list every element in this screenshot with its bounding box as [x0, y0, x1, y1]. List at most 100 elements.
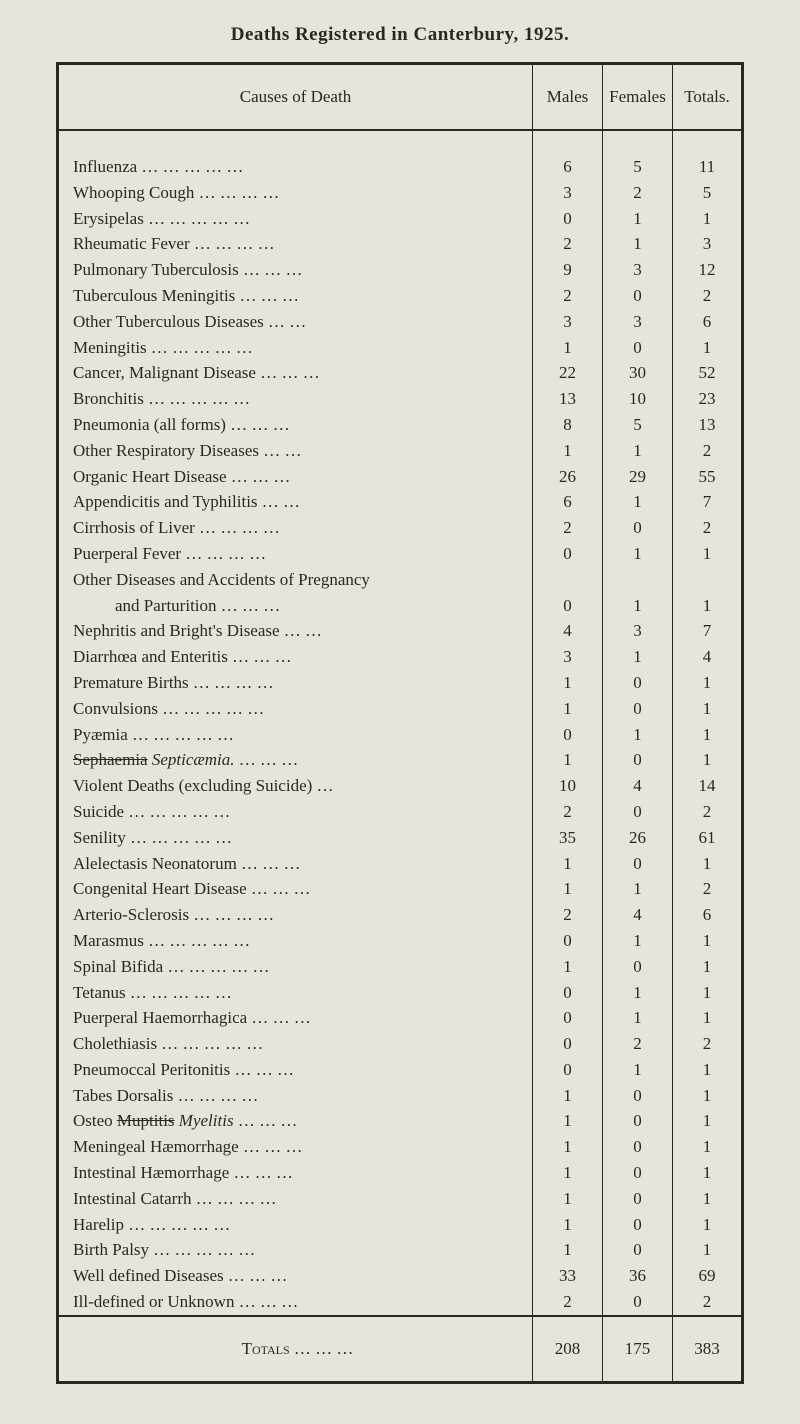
cause-cell: Birth Palsy … … … … … [58, 1237, 533, 1263]
totals-cell: 2 [673, 283, 743, 309]
table-row: Pneumoccal Peritonitis … … …011 [58, 1057, 743, 1083]
males-cell: 0 [533, 206, 603, 232]
males-cell [533, 567, 603, 593]
cause-cell: Influenza … … … … … [58, 154, 533, 180]
males-cell: 26 [533, 464, 603, 490]
females-cell: 1 [603, 1005, 673, 1031]
females-cell: 3 [603, 309, 673, 335]
table-row: Other Respiratory Diseases … …112 [58, 438, 743, 464]
table-row: Nephritis and Bright's Disease … …437 [58, 618, 743, 644]
males-cell: 1 [533, 696, 603, 722]
cause-cell: and Parturition … … … [58, 593, 533, 619]
females-cell: 1 [603, 231, 673, 257]
totals-cell: 1 [673, 335, 743, 361]
table-row: Tetanus … … … … …011 [58, 980, 743, 1006]
totals-cell: 12 [673, 257, 743, 283]
females-cell: 30 [603, 360, 673, 386]
cause-cell: Pulmonary Tuberculosis … … … [58, 257, 533, 283]
cause-cell: Marasmus … … … … … [58, 928, 533, 954]
totals-cell: 1 [673, 1237, 743, 1263]
cause-cell: Intestinal Catarrh … … … … [58, 1186, 533, 1212]
males-cell: 1 [533, 851, 603, 877]
cause-cell: Diarrhœa and Enteritis … … … [58, 644, 533, 670]
table-row: Meningeal Hæmorrhage … … …101 [58, 1134, 743, 1160]
females-cell: 0 [603, 1083, 673, 1109]
table-row: Meningitis … … … … …101 [58, 335, 743, 361]
totals-cell: 1 [673, 1186, 743, 1212]
cause-cell: Premature Births … … … … [58, 670, 533, 696]
table-row: Intestinal Catarrh … … … …101 [58, 1186, 743, 1212]
males-cell: 10 [533, 773, 603, 799]
males-cell: 3 [533, 644, 603, 670]
table-row: Osteo Muptitis Myelitis … … …101 [58, 1108, 743, 1134]
females-cell: 0 [603, 1237, 673, 1263]
totals-cell: 11 [673, 154, 743, 180]
totals-cell: 1 [673, 1083, 743, 1109]
table-row: Whooping Cough … … … …325 [58, 180, 743, 206]
males-cell: 1 [533, 876, 603, 902]
col-causes: Causes of Death [58, 64, 533, 131]
totals-females: 175 [603, 1316, 673, 1382]
cause-cell: Appendicitis and Typhilitis … … [58, 489, 533, 515]
cause-cell: Organic Heart Disease … … … [58, 464, 533, 490]
table-row: Influenza … … … … …6511 [58, 154, 743, 180]
males-cell: 0 [533, 1005, 603, 1031]
females-cell: 0 [603, 696, 673, 722]
males-cell: 3 [533, 309, 603, 335]
females-cell [603, 567, 673, 593]
males-cell: 4 [533, 618, 603, 644]
females-cell: 1 [603, 206, 673, 232]
males-cell: 2 [533, 515, 603, 541]
table-row: Intestinal Hæmorrhage … … …101 [58, 1160, 743, 1186]
females-cell: 1 [603, 876, 673, 902]
females-cell: 1 [603, 722, 673, 748]
table-row: Puerperal Haemorrhagica … … …011 [58, 1005, 743, 1031]
males-cell: 0 [533, 1031, 603, 1057]
totals-cell: 1 [673, 851, 743, 877]
cause-cell: Puerperal Haemorrhagica … … … [58, 1005, 533, 1031]
table-row: Sephaemia Septicæmia. … … …101 [58, 747, 743, 773]
cause-cell: Tetanus … … … … … [58, 980, 533, 1006]
cause-cell: Cholethiasis … … … … … [58, 1031, 533, 1057]
cause-cell: Violent Deaths (excluding Suicide) … [58, 773, 533, 799]
females-cell: 0 [603, 1186, 673, 1212]
totals-cell: 61 [673, 825, 743, 851]
col-females: Females [603, 64, 673, 131]
females-cell: 1 [603, 438, 673, 464]
cause-cell: Rheumatic Fever … … … … [58, 231, 533, 257]
totals-cell: 1 [673, 1057, 743, 1083]
table-row: Suicide … … … … …202 [58, 799, 743, 825]
table-row: Other Tuberculous Diseases … …336 [58, 309, 743, 335]
totals-cell [673, 567, 743, 593]
totals-cell: 1 [673, 1108, 743, 1134]
totals-cell: 1 [673, 696, 743, 722]
males-cell: 13 [533, 386, 603, 412]
totals-total: 383 [673, 1316, 743, 1382]
females-cell: 0 [603, 1134, 673, 1160]
table-row: Pulmonary Tuberculosis … … …9312 [58, 257, 743, 283]
table-row: Rheumatic Fever … … … …213 [58, 231, 743, 257]
males-cell: 1 [533, 335, 603, 361]
cause-cell: Pyæmia … … … … … [58, 722, 533, 748]
cause-cell: Convulsions … … … … … [58, 696, 533, 722]
cause-cell: Senility … … … … … [58, 825, 533, 851]
males-cell: 35 [533, 825, 603, 851]
females-cell: 0 [603, 1160, 673, 1186]
cause-cell: Other Respiratory Diseases … … [58, 438, 533, 464]
cause-cell: Ill-defined or Unknown … … … [58, 1289, 533, 1316]
females-cell: 0 [603, 954, 673, 980]
males-cell: 33 [533, 1263, 603, 1289]
totals-cell: 23 [673, 386, 743, 412]
totals-cell: 1 [673, 593, 743, 619]
cause-cell: Other Diseases and Accidents of Pregnanc… [58, 567, 533, 593]
table-row: Well defined Diseases … … …333669 [58, 1263, 743, 1289]
females-cell: 5 [603, 412, 673, 438]
table-row: Diarrhœa and Enteritis … … …314 [58, 644, 743, 670]
cause-cell: Tabes Dorsalis … … … … [58, 1083, 533, 1109]
table-row: Other Diseases and Accidents of Pregnanc… [58, 567, 743, 593]
totals-cell: 7 [673, 489, 743, 515]
males-cell: 1 [533, 670, 603, 696]
totals-cell: 3 [673, 231, 743, 257]
col-males: Males [533, 64, 603, 131]
females-cell: 1 [603, 644, 673, 670]
